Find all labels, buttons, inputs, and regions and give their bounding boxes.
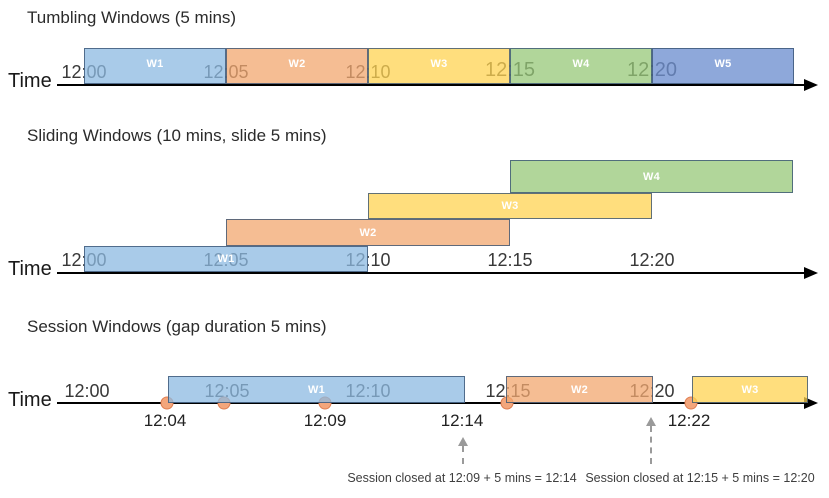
sliding-window-w2: W2	[226, 219, 510, 246]
tumbling-timeline	[57, 84, 807, 86]
sliding-time-axis-label: Time	[8, 258, 52, 280]
tumbling-timeline-arrow-icon	[804, 79, 818, 91]
session-tick: 12:00	[64, 381, 110, 401]
arrow-stem	[650, 426, 652, 464]
window-label: W2	[288, 57, 306, 70]
event-time-label: 12:22	[667, 411, 711, 430]
sliding-window-w1: W1	[84, 246, 368, 272]
event-time-label: 12:14	[440, 411, 484, 430]
tumbling-window-w1: W1	[84, 48, 226, 84]
window-label: W3	[430, 57, 448, 70]
tumbling-window-w4: W4	[510, 48, 652, 84]
sliding-timeline	[57, 272, 807, 274]
sliding-timeline-arrow-icon	[804, 267, 818, 279]
session-section-title: Session Windows (gap duration 5 mins)	[27, 317, 327, 336]
sliding-tick: 12:20	[629, 250, 675, 270]
session-window-w2: W2	[506, 376, 653, 403]
session-window-w3: W3	[692, 376, 808, 403]
window-label: W5	[714, 57, 732, 70]
window-label: W2	[570, 383, 589, 396]
window-label: W1	[146, 57, 164, 70]
event-time-label: 12:04	[143, 411, 187, 430]
sliding-window-w3: W3	[368, 193, 652, 219]
session-window-w1: W1	[168, 376, 465, 403]
window-label: W3	[741, 383, 759, 396]
window-label: W3	[501, 200, 519, 212]
window-label: W2	[359, 226, 377, 239]
window-label: W1	[217, 253, 235, 265]
tumbling-section-title: Tumbling Windows (5 mins)	[27, 8, 237, 27]
sliding-section-title: Sliding Windows (10 mins, slide 5 mins)	[27, 126, 327, 145]
window-label: W4	[642, 170, 661, 183]
arrow-head	[646, 417, 656, 426]
event-time-label: 12:09	[303, 411, 347, 430]
arrow-stem	[462, 446, 464, 464]
dashed-up-arrow-icon	[646, 417, 656, 464]
tumbling-window-w5: W5	[652, 48, 794, 84]
session-time-axis-label: Time	[8, 389, 52, 411]
window-label: W4	[572, 57, 590, 70]
session-timeline	[57, 402, 807, 404]
tumbling-window-w2: W2	[226, 48, 368, 84]
sliding-window-w4: W4	[510, 160, 793, 193]
tumbling-window-w3: W3	[368, 48, 510, 84]
arrow-head	[458, 437, 468, 446]
tumbling-time-axis-label: Time	[8, 70, 52, 92]
session-annotation: Session closed at 12:15 + 5 mins = 12:20	[585, 471, 815, 485]
window-label: W1	[307, 383, 326, 396]
sliding-tick: 12:15	[487, 250, 533, 270]
session-annotation: Session closed at 12:09 + 5 mins = 12:14	[347, 471, 577, 485]
dashed-up-arrow-icon	[458, 437, 468, 464]
